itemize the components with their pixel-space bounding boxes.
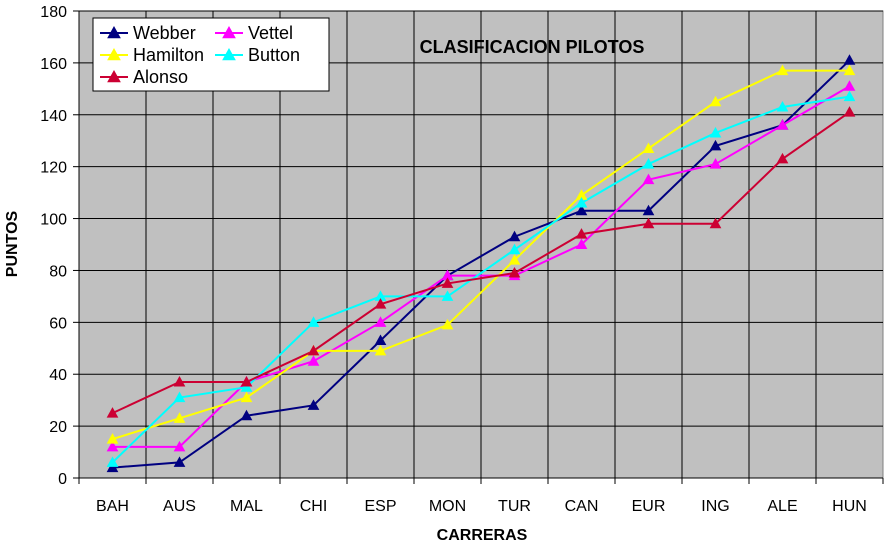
x-tick-label: ING [701, 498, 729, 515]
data-point-webber [240, 409, 253, 421]
data-point-alonso [441, 277, 454, 288]
legend-label: Button [248, 45, 300, 65]
series-lines [106, 54, 856, 473]
legend-marker [107, 47, 121, 61]
data-point-button [307, 316, 320, 327]
data-point-alonso [374, 298, 387, 309]
data-point-alonso [776, 152, 789, 164]
data-point-vettel [173, 440, 186, 452]
legend-marker [222, 47, 236, 61]
x-tick-label: CAN [565, 498, 599, 515]
data-point-alonso [575, 228, 588, 239]
data-point-vettel [374, 316, 387, 327]
data-point-vettel [843, 80, 856, 91]
data-point-webber [307, 399, 320, 410]
x-tick-label: BAH [96, 498, 129, 515]
data-point-hamilton [173, 412, 186, 423]
data-point-button [843, 90, 856, 102]
data-point-webber [374, 334, 387, 345]
series-line-vettel [112, 85, 851, 448]
data-point-alonso [106, 407, 119, 418]
data-point-webber [843, 54, 856, 65]
data-point-button [575, 196, 588, 208]
legend-marker [107, 69, 121, 83]
x-tick-label: MON [429, 498, 466, 515]
data-point-hamilton [843, 64, 856, 76]
data-point-button [508, 243, 521, 255]
data-point-alonso [508, 267, 521, 278]
x-axis-title: CARRERAS [437, 527, 528, 544]
x-tick-label: HUN [832, 498, 867, 515]
data-point-hamilton [642, 142, 655, 154]
data-point-button [776, 100, 789, 112]
data-point-vettel [106, 440, 119, 452]
data-point-webber [173, 456, 186, 467]
data-point-hamilton [709, 95, 722, 107]
y-tick-label: 100 [40, 212, 67, 229]
data-point-alonso [173, 375, 186, 387]
x-tick-label: TUR [498, 498, 531, 515]
y-tick-label: 120 [40, 160, 67, 177]
y-tick-label: 140 [40, 108, 67, 125]
data-point-button [642, 158, 655, 169]
y-tick-label: 40 [49, 367, 67, 384]
data-point-hamilton [374, 344, 387, 356]
chart-title: CLASIFICACION PILOTOS [420, 37, 645, 57]
x-tick-label: AUS [163, 498, 196, 515]
data-point-vettel [575, 238, 588, 249]
y-tick-label: 180 [40, 4, 67, 21]
x-tick-label: EUR [632, 498, 666, 515]
y-axis-title: PUNTOS [4, 210, 21, 277]
data-point-alonso [642, 217, 655, 229]
data-point-button [441, 290, 454, 301]
data-point-alonso [709, 217, 722, 229]
data-point-hamilton [776, 64, 789, 76]
data-point-alonso [843, 106, 856, 117]
data-point-button [106, 456, 119, 467]
data-point-alonso [307, 344, 320, 356]
data-point-hamilton [441, 318, 454, 330]
data-point-button [240, 381, 253, 392]
series-line-webber [112, 59, 851, 469]
legend-label: Alonso [133, 67, 188, 87]
data-point-webber [106, 461, 119, 473]
y-tick-label: 20 [49, 419, 67, 436]
legend-box [92, 17, 330, 92]
data-point-vettel [709, 158, 722, 169]
y-tick-label: 60 [49, 315, 67, 332]
data-point-vettel [307, 355, 320, 366]
data-point-button [173, 391, 186, 403]
data-point-webber [575, 204, 588, 216]
series-line-alonso [112, 111, 851, 415]
legend-marker [107, 25, 121, 39]
x-tick-label: ESP [364, 498, 396, 515]
data-point-button [709, 126, 722, 138]
data-point-vettel [642, 173, 655, 185]
series-line-hamilton [112, 69, 850, 441]
x-tick-label: MAL [230, 498, 263, 515]
data-point-hamilton [106, 433, 119, 444]
legend-marker [222, 25, 236, 39]
legend-label: Hamilton [133, 45, 204, 65]
y-tick-label: 160 [40, 56, 67, 73]
y-tick-label: 80 [49, 263, 67, 280]
data-point-hamilton [508, 254, 521, 265]
axes: 0 20 40 60 80 100 120 140 160 180 BAH AUS MAL CHI ESP M… [40, 4, 884, 515]
legend-label: Vettel [248, 23, 293, 43]
x-tick-label: ALE [767, 498, 797, 515]
data-point-webber [642, 204, 655, 216]
series-line-button [111, 95, 850, 464]
x-tick-label: CHI [300, 498, 328, 515]
data-point-vettel [776, 119, 789, 130]
data-point-webber [508, 230, 521, 242]
legend: Webber Vettel Hamilton Button Alonso [92, 17, 330, 92]
legend-label: Webber [133, 23, 196, 43]
data-point-webber [709, 139, 722, 151]
y-tick-label: 0 [58, 471, 67, 488]
data-point-hamilton [240, 391, 253, 403]
data-point-alonso [240, 375, 253, 387]
